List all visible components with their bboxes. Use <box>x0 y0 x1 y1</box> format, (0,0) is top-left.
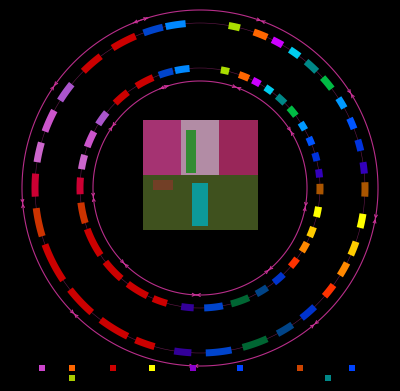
Polygon shape <box>306 226 317 238</box>
Polygon shape <box>346 117 357 130</box>
Polygon shape <box>152 295 168 307</box>
Polygon shape <box>134 74 154 89</box>
Polygon shape <box>354 139 364 152</box>
Polygon shape <box>336 96 347 110</box>
Polygon shape <box>174 348 192 356</box>
Bar <box>349 365 355 371</box>
Polygon shape <box>288 47 302 59</box>
Polygon shape <box>230 294 250 307</box>
Bar <box>297 365 303 371</box>
Polygon shape <box>67 287 94 315</box>
Polygon shape <box>95 110 110 126</box>
Polygon shape <box>299 241 310 253</box>
Polygon shape <box>238 71 250 82</box>
Polygon shape <box>348 240 359 256</box>
Polygon shape <box>78 202 88 224</box>
Polygon shape <box>174 65 190 74</box>
Polygon shape <box>275 93 287 106</box>
Polygon shape <box>264 84 274 95</box>
Polygon shape <box>98 317 129 339</box>
Polygon shape <box>84 228 104 257</box>
Bar <box>39 365 45 371</box>
Polygon shape <box>255 285 269 297</box>
Bar <box>69 375 75 381</box>
Polygon shape <box>228 22 241 31</box>
Polygon shape <box>357 213 366 229</box>
Polygon shape <box>272 272 286 285</box>
Polygon shape <box>306 136 315 146</box>
Polygon shape <box>84 130 97 148</box>
Polygon shape <box>276 322 294 337</box>
Polygon shape <box>271 36 284 48</box>
Polygon shape <box>204 302 224 311</box>
Polygon shape <box>81 54 103 74</box>
Polygon shape <box>304 59 319 74</box>
Polygon shape <box>315 169 323 178</box>
Bar <box>69 365 75 371</box>
Polygon shape <box>57 82 74 102</box>
Bar <box>149 365 155 371</box>
Polygon shape <box>298 121 308 131</box>
Polygon shape <box>42 109 58 133</box>
Polygon shape <box>313 206 322 218</box>
Polygon shape <box>32 173 39 197</box>
Polygon shape <box>320 75 334 91</box>
Polygon shape <box>111 33 137 51</box>
Polygon shape <box>165 20 186 30</box>
Polygon shape <box>126 281 149 299</box>
Polygon shape <box>360 161 368 174</box>
Polygon shape <box>181 303 194 311</box>
Polygon shape <box>337 261 350 277</box>
Polygon shape <box>134 337 156 350</box>
Polygon shape <box>361 182 368 197</box>
Polygon shape <box>113 90 130 106</box>
Polygon shape <box>300 304 317 321</box>
Polygon shape <box>220 66 230 75</box>
Polygon shape <box>252 29 268 40</box>
Polygon shape <box>42 243 66 282</box>
Bar <box>237 365 243 371</box>
Polygon shape <box>76 177 84 194</box>
Polygon shape <box>33 208 46 237</box>
Polygon shape <box>206 346 232 357</box>
Polygon shape <box>322 283 336 299</box>
Polygon shape <box>251 77 262 87</box>
Polygon shape <box>103 260 124 281</box>
Polygon shape <box>316 184 324 194</box>
Polygon shape <box>34 142 45 163</box>
Polygon shape <box>288 256 300 269</box>
Bar <box>190 365 196 371</box>
Polygon shape <box>142 24 164 36</box>
Polygon shape <box>78 154 88 170</box>
Bar <box>325 375 331 381</box>
Polygon shape <box>286 105 299 118</box>
Polygon shape <box>312 152 320 162</box>
Bar <box>110 365 116 371</box>
Polygon shape <box>158 68 174 79</box>
Polygon shape <box>242 335 268 351</box>
